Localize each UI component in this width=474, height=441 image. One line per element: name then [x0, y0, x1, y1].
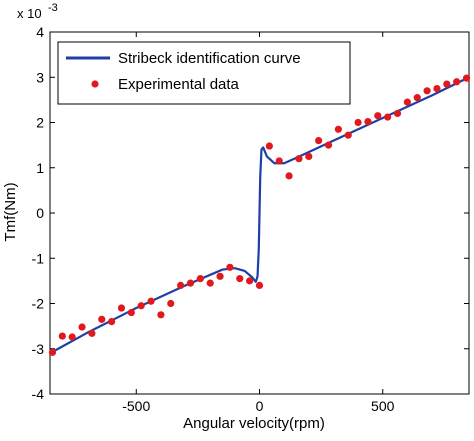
data-point [423, 87, 431, 95]
y-tick-label: 4 [36, 24, 44, 40]
data-point [78, 323, 86, 331]
data-point [236, 275, 244, 283]
data-point [186, 279, 195, 287]
data-point [265, 142, 273, 150]
y-tick-label: -4 [32, 386, 45, 402]
data-point [462, 74, 471, 82]
data-point [255, 281, 264, 289]
data-point [334, 125, 342, 133]
data-point [206, 279, 214, 287]
data-point [127, 308, 135, 317]
data-point [374, 112, 382, 120]
data-point [68, 333, 76, 341]
y-tick-label: -2 [32, 296, 45, 312]
data-point [147, 297, 155, 305]
legend-points-swatch [91, 80, 99, 88]
data-point [108, 318, 116, 326]
data-point [216, 272, 224, 280]
data-point [177, 281, 185, 289]
data-point [364, 118, 372, 126]
data-point [433, 84, 441, 93]
y-axis-label: Tmf(Nm) [2, 182, 19, 241]
data-point [137, 302, 145, 310]
data-point [403, 98, 411, 106]
data-point [393, 109, 402, 118]
legend-box [57, 41, 351, 105]
y-tick-label: 3 [36, 69, 44, 85]
y-tick-label: 2 [36, 115, 44, 131]
stribeck-curve [49, 76, 470, 355]
data-point [324, 141, 333, 149]
data-point [315, 137, 323, 145]
data-point [196, 275, 204, 283]
x-tick-label: 500 [371, 398, 395, 414]
data-point [413, 94, 421, 102]
y-tick-label: 1 [36, 160, 44, 176]
y-multiplier: x 10 [17, 6, 42, 21]
y-tick-label: -3 [32, 341, 45, 357]
x-axis-label: Angular velocity(rpm) [183, 415, 325, 432]
y-tick-label: -1 [32, 250, 45, 266]
data-point [344, 131, 352, 139]
data-point [48, 348, 57, 356]
legend-curve-label: Stribeck identification curve [118, 50, 301, 67]
data-point [354, 118, 362, 127]
data-point [157, 311, 165, 319]
data-point [275, 157, 283, 165]
data-point [88, 329, 96, 337]
data-point [167, 299, 175, 308]
data-point [305, 152, 313, 161]
data-point [295, 155, 303, 163]
data-point [285, 172, 293, 180]
data-point [98, 315, 106, 323]
x-tick-label: -500 [122, 398, 150, 414]
data-point [384, 113, 392, 121]
data-point [453, 78, 461, 86]
data-point [226, 263, 234, 271]
y-multiplier-exponent: -3 [48, 2, 58, 14]
data-point [443, 80, 451, 88]
legend: Stribeck identification curve Experiment… [57, 41, 351, 105]
legend-points-label: Experimental data [118, 76, 240, 93]
data-point [246, 277, 254, 285]
x-tick-label: 0 [256, 398, 264, 414]
data-point [58, 332, 66, 340]
y-tick-label: 0 [36, 205, 44, 221]
data-point [117, 304, 126, 312]
